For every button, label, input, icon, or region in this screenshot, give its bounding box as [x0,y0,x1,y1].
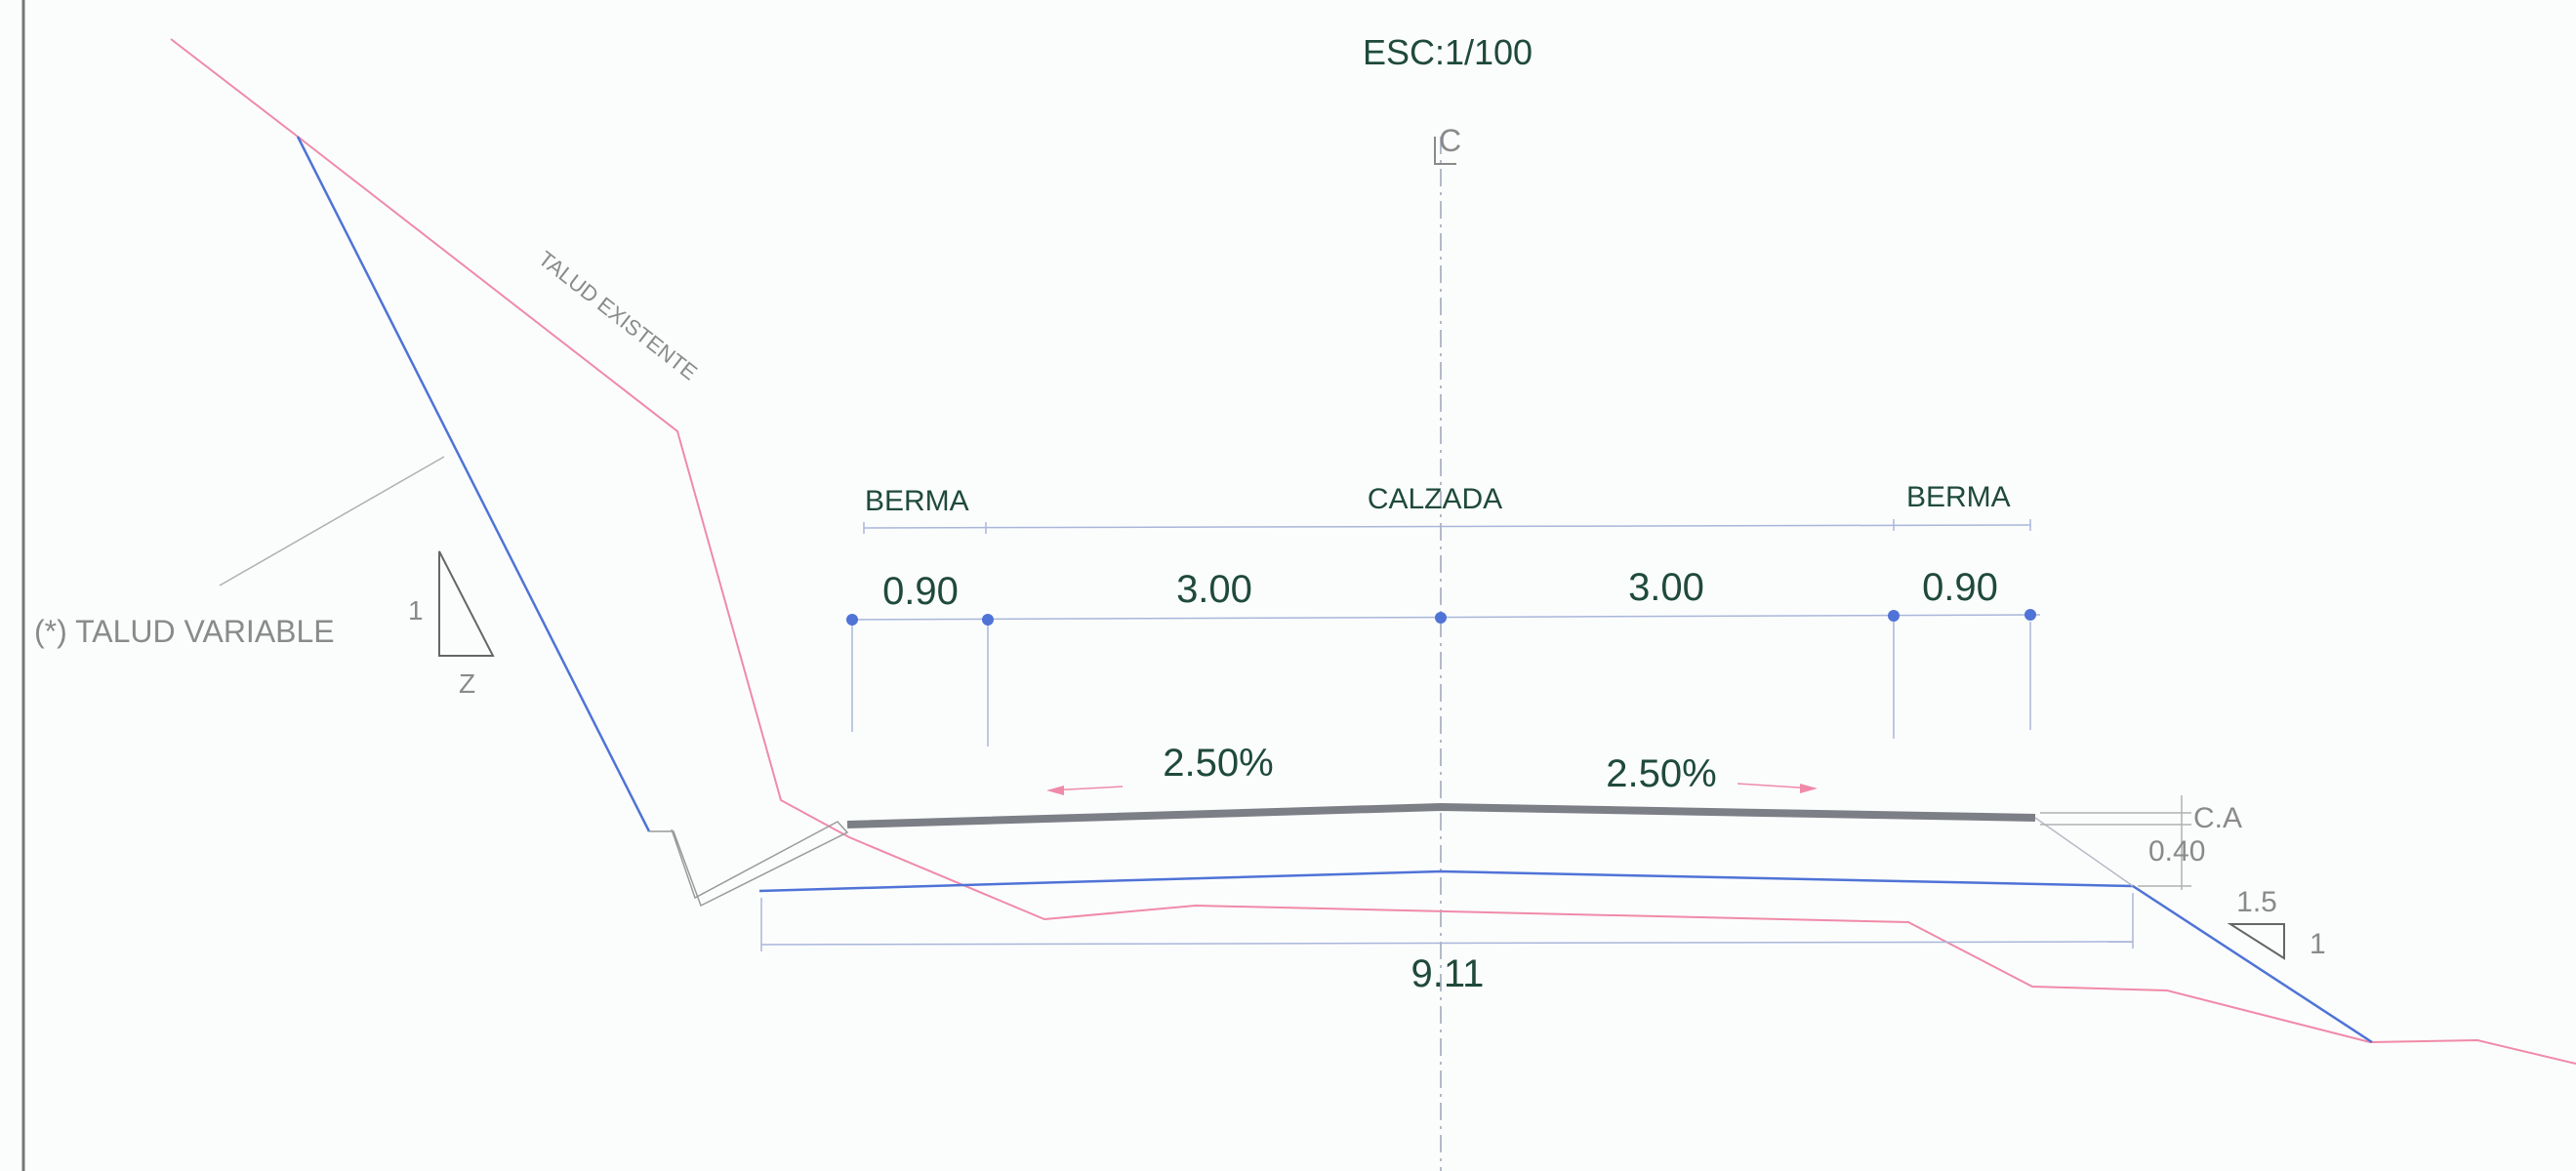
slope-arrow-left [1046,786,1124,795]
thickness-dimension [2040,795,2191,890]
dim-point [1435,612,1447,624]
scale-label: ESC:1/100 [1363,32,1533,72]
subgrade-line [758,869,2373,1044]
label-berma-left: BERMA [865,485,969,517]
pavement-surface [846,802,2036,828]
dim-point [2024,609,2036,621]
dim-berma-left: 0.90 [882,570,959,613]
slope-arrow-right [1737,783,1818,793]
label-calzada: CALZADA [1368,483,1502,515]
centerline-symbol: C [1439,123,1461,158]
dim-point [846,614,858,626]
dim-point [1888,610,1900,622]
existing-ground-line [170,38,2576,1065]
right-slope-h: 1.5 [2236,886,2277,918]
dim-thickness: 0.40 [2148,835,2205,868]
dim-berma-right: 0.90 [1922,566,1998,609]
talud-variable-leader [219,456,445,586]
centerline-symbol-l [1434,137,1456,165]
label-talud-variable: (*) TALUD VARIABLE [34,614,335,649]
right-slope-v: 1 [2310,928,2326,960]
centerline: C [1434,123,1461,1171]
slope-left: 2.50% [1163,742,1273,785]
label-ca: C.A [2193,802,2242,834]
label-berma-right: BERMA [1906,481,2011,513]
dim-lane-left: 3.00 [1176,568,1252,611]
slope-right: 2.50% [1606,752,1716,795]
dim-lane-right: 3.00 [1628,566,1704,609]
dim-point [982,614,994,626]
slope-legend-horizontal: Z [459,668,475,699]
dim-total-width: 9.11 [1411,952,1485,995]
right-shoulder-edge [2034,817,2134,887]
ditch-outline [649,821,849,908]
slope-legend-vertical: 1 [408,595,424,626]
total-width-dimension [760,893,2134,951]
slope-legend-triangle [438,550,495,657]
left-cut-slope [296,136,651,832]
width-dimension-line [846,609,2041,747]
top-leader-line [863,519,2031,534]
right-slope-triangle [2227,923,2285,960]
label-talud-existente: TALUD EXISTENTE [534,246,702,384]
